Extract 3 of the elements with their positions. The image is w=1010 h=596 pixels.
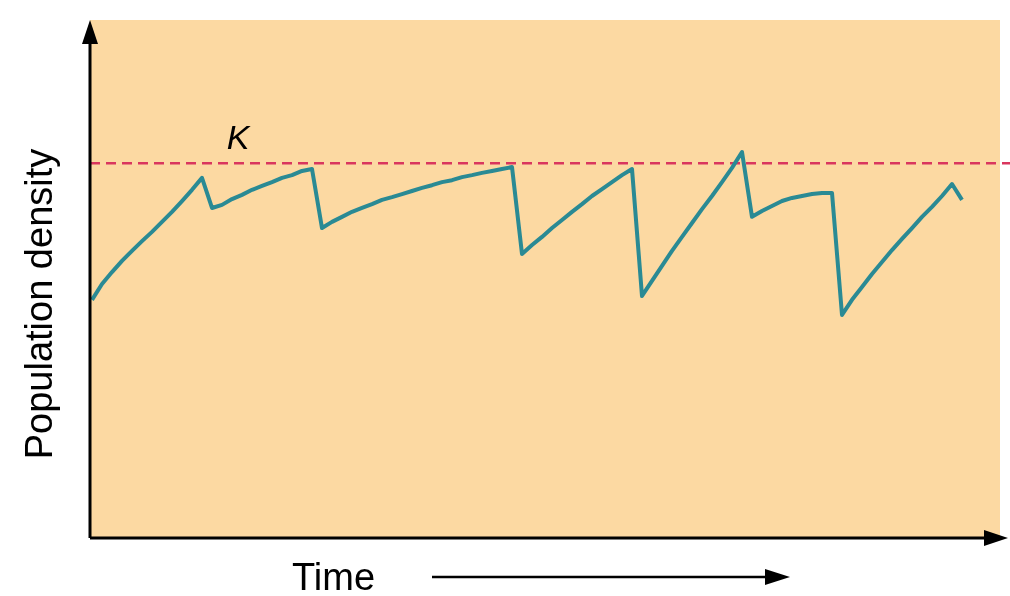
ref-line-label: K: [226, 118, 251, 157]
x-axis-title: Time: [292, 556, 376, 596]
y-axis-title: Population density: [18, 148, 60, 460]
